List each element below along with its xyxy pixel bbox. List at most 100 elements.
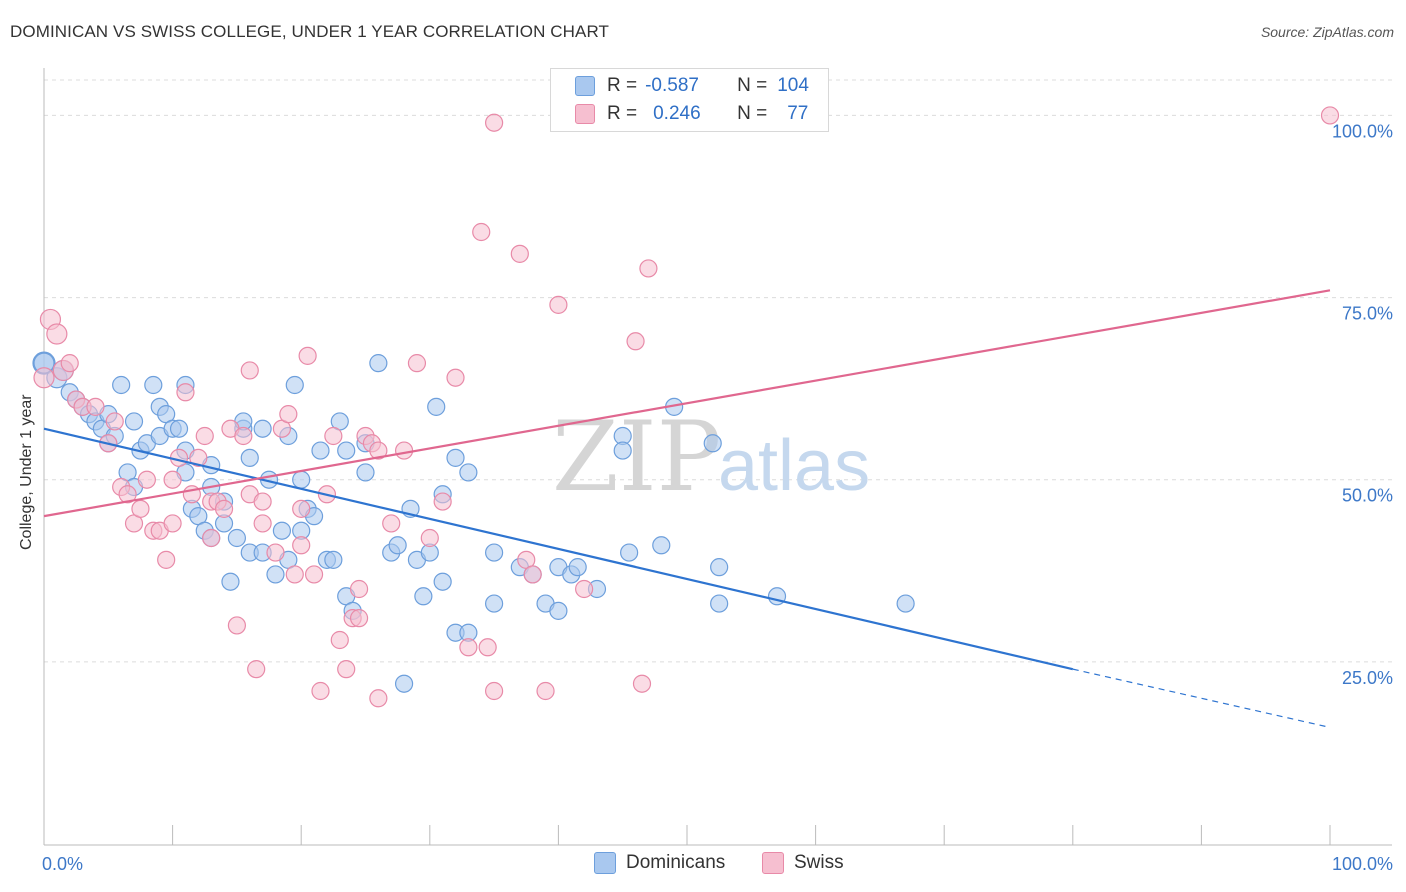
n-label: N = xyxy=(737,103,768,124)
swiss-point xyxy=(86,397,105,416)
dominicans-swatch xyxy=(575,76,595,96)
swiss-point xyxy=(549,295,568,314)
swiss-point xyxy=(33,367,55,389)
swiss-point xyxy=(227,616,246,635)
watermark-atlas: atlas xyxy=(718,426,870,506)
r-label: R = xyxy=(607,75,638,96)
swiss-point xyxy=(118,485,137,504)
swiss-point xyxy=(304,565,324,584)
dominicans-point xyxy=(485,543,504,562)
trend-lines xyxy=(43,289,1331,729)
swiss-swatch xyxy=(575,104,595,124)
dominicans-point xyxy=(292,470,311,489)
swiss-point xyxy=(1320,106,1340,125)
swiss-point xyxy=(575,579,594,599)
dominicans-point xyxy=(710,594,729,613)
swiss-point xyxy=(369,441,388,460)
swiss-point xyxy=(337,660,356,679)
swiss-point xyxy=(163,470,182,489)
dominicans-trend-line xyxy=(43,427,1074,671)
dominicans-point xyxy=(427,397,446,416)
dominicans-point xyxy=(485,594,504,613)
dominicans-point xyxy=(124,412,144,431)
r-value: -0.587 xyxy=(645,75,699,96)
dominicans-point xyxy=(253,419,272,438)
swiss-point xyxy=(176,383,195,402)
dominicans-point xyxy=(227,528,246,548)
swiss-point xyxy=(202,528,221,548)
y-tick-label: 50.0% xyxy=(1342,486,1393,506)
dominicans-point xyxy=(337,441,356,460)
y-tick-label: 25.0% xyxy=(1342,668,1393,688)
swiss-point xyxy=(523,565,542,584)
swiss-point xyxy=(163,514,182,533)
dominicans-point xyxy=(369,354,388,373)
x-tick-label: 100.0% xyxy=(1332,854,1393,874)
swiss-point xyxy=(195,426,214,446)
stats-row-dominicans: R = -0.587 N = 104 xyxy=(575,73,809,99)
data-points xyxy=(32,106,1340,708)
swiss-point xyxy=(324,426,343,446)
y-tick-label: 75.0% xyxy=(1342,304,1393,324)
correlation-stats-box: R = -0.587 N = 104 R = 0.246 N = 77 xyxy=(550,68,829,132)
dominicans-trend-extension xyxy=(1072,668,1331,729)
tick-labels: 25.0% 50.0% 75.0% 100.0% 0.0% 100.0% xyxy=(42,121,1393,874)
dominicans-point xyxy=(652,536,671,555)
swiss-point xyxy=(137,470,156,489)
swiss-point xyxy=(189,448,208,467)
dominicans-point xyxy=(266,565,285,584)
x-tick-label: 0.0% xyxy=(42,854,83,874)
dominicans-point xyxy=(620,543,639,562)
swiss-point xyxy=(311,681,330,701)
swiss-point xyxy=(131,499,150,518)
swiss-point xyxy=(407,354,427,373)
dominicans-point xyxy=(144,375,163,395)
dominicans-point xyxy=(356,463,375,482)
n-label: N = xyxy=(737,75,768,96)
r-label: R = xyxy=(607,103,638,124)
dominicans-point xyxy=(112,375,131,395)
swiss-point xyxy=(247,660,266,679)
swiss-point xyxy=(285,565,304,584)
swiss-point xyxy=(459,638,478,657)
swiss-point xyxy=(478,638,497,657)
swiss-point xyxy=(632,674,652,693)
swiss-point xyxy=(420,528,439,548)
y-axis-label: College, Under 1 year xyxy=(18,394,35,550)
dominicans-point xyxy=(703,434,722,453)
swiss-point xyxy=(626,332,645,351)
swiss-point xyxy=(234,426,253,446)
y-tick-label: 100.0% xyxy=(1332,121,1393,141)
dominicans-point xyxy=(169,419,189,438)
dominicans-point xyxy=(896,594,915,613)
swiss-point xyxy=(240,361,259,380)
swiss-point xyxy=(349,579,369,599)
swiss-point xyxy=(46,323,68,345)
dominicans-point xyxy=(446,448,465,467)
swiss-point xyxy=(510,244,529,263)
swiss-point xyxy=(394,441,414,460)
watermark-zip: ZIP xyxy=(552,401,721,513)
chart-title: DOMINICAN VS SWISS COLLEGE, UNDER 1 YEAR… xyxy=(10,22,610,41)
dominicans-point xyxy=(710,558,729,577)
legend-label: Dominicans xyxy=(626,852,726,873)
swiss-point xyxy=(253,514,272,533)
dominicans-point xyxy=(221,572,240,591)
swiss-point xyxy=(292,536,311,555)
swiss-point xyxy=(157,550,176,569)
dominicans-point xyxy=(311,441,330,460)
legend-swatch-swiss xyxy=(762,852,784,874)
swiss-point xyxy=(279,405,298,424)
r-value: 0.246 xyxy=(653,103,701,124)
swiss-trend-line xyxy=(43,289,1331,518)
swiss-point xyxy=(485,681,504,701)
dominicans-point xyxy=(388,536,407,555)
swiss-point xyxy=(298,346,317,365)
swiss-point xyxy=(433,492,452,511)
n-value: 104 xyxy=(777,75,809,96)
swiss-point xyxy=(60,354,79,373)
swiss-point xyxy=(536,681,555,701)
swiss-point xyxy=(349,609,369,628)
